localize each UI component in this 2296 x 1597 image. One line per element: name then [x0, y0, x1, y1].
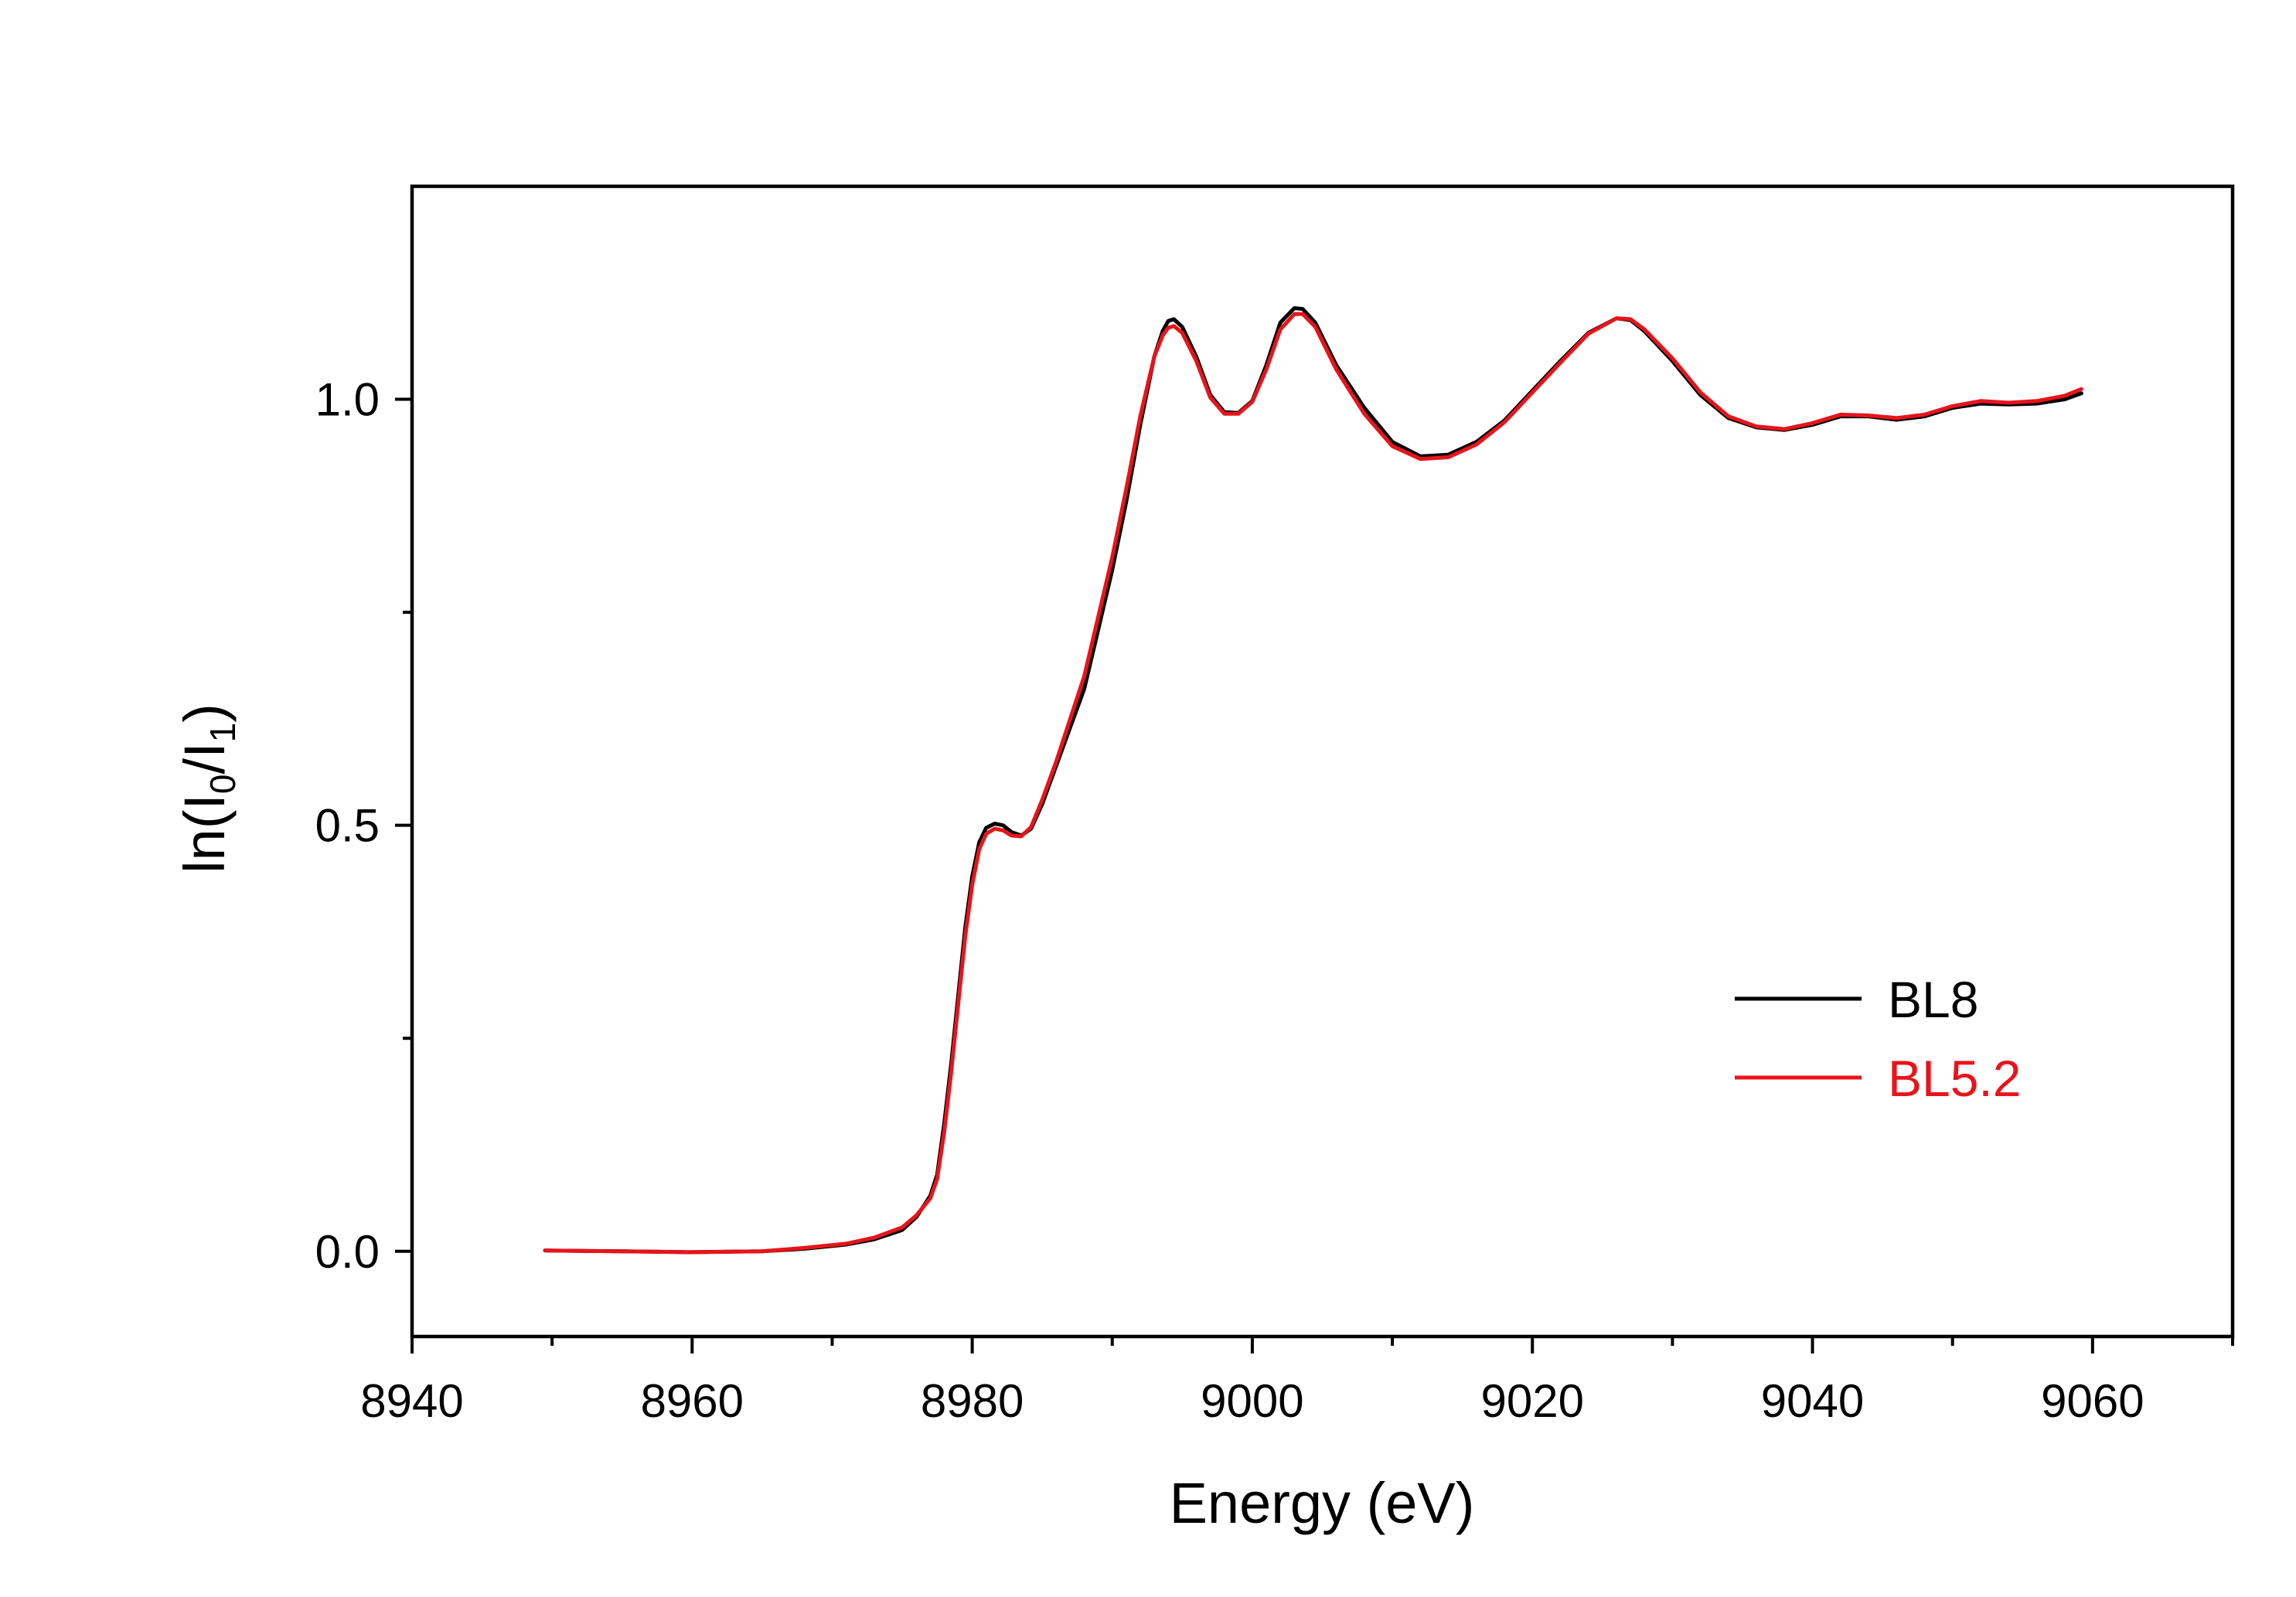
legend-label-bl5-2: BL5.2 [1888, 1050, 2021, 1107]
legend-label-bl8: BL8 [1888, 971, 1978, 1028]
y-axis-title-prefix: ln(I [172, 794, 237, 873]
y-tick-label: 0.5 [315, 800, 380, 852]
y-axis-title: ln(I0/I1) [172, 703, 243, 873]
x-tick-label: 9040 [1761, 1375, 1864, 1427]
y-axis-title-suffix: ) [172, 703, 237, 723]
y-tick-label: 1.0 [315, 374, 380, 426]
plot-frame [410, 184, 2235, 1339]
series-line-bl5-2 [543, 312, 2083, 1255]
x-tick-label: 9060 [2041, 1375, 2144, 1427]
y-axis-ticks: 0.0 0.5 1.0 [315, 374, 412, 1278]
x-tick-label: 8940 [360, 1375, 463, 1427]
y-axis-title-sub0: 0 [203, 774, 243, 794]
legend: BL8 BL5.2 [1735, 971, 2021, 1107]
x-axis-ticks: 8940 8960 8980 9000 9020 9040 9060 [360, 1337, 2234, 1427]
series-line-bl8 [543, 306, 2083, 1255]
x-tick-label: 8980 [921, 1375, 1024, 1427]
x-tick-label: 9000 [1201, 1375, 1303, 1427]
x-tick-label: 8960 [641, 1375, 744, 1427]
x-tick-label: 9020 [1480, 1375, 1583, 1427]
y-axis-title-mid: /I [172, 742, 237, 774]
y-axis-title-sub1: 1 [203, 723, 243, 743]
y-tick-label: 0.0 [315, 1226, 380, 1278]
series-layer [543, 306, 2083, 1255]
x-axis-title: Energy (eV) [1170, 1471, 1475, 1535]
